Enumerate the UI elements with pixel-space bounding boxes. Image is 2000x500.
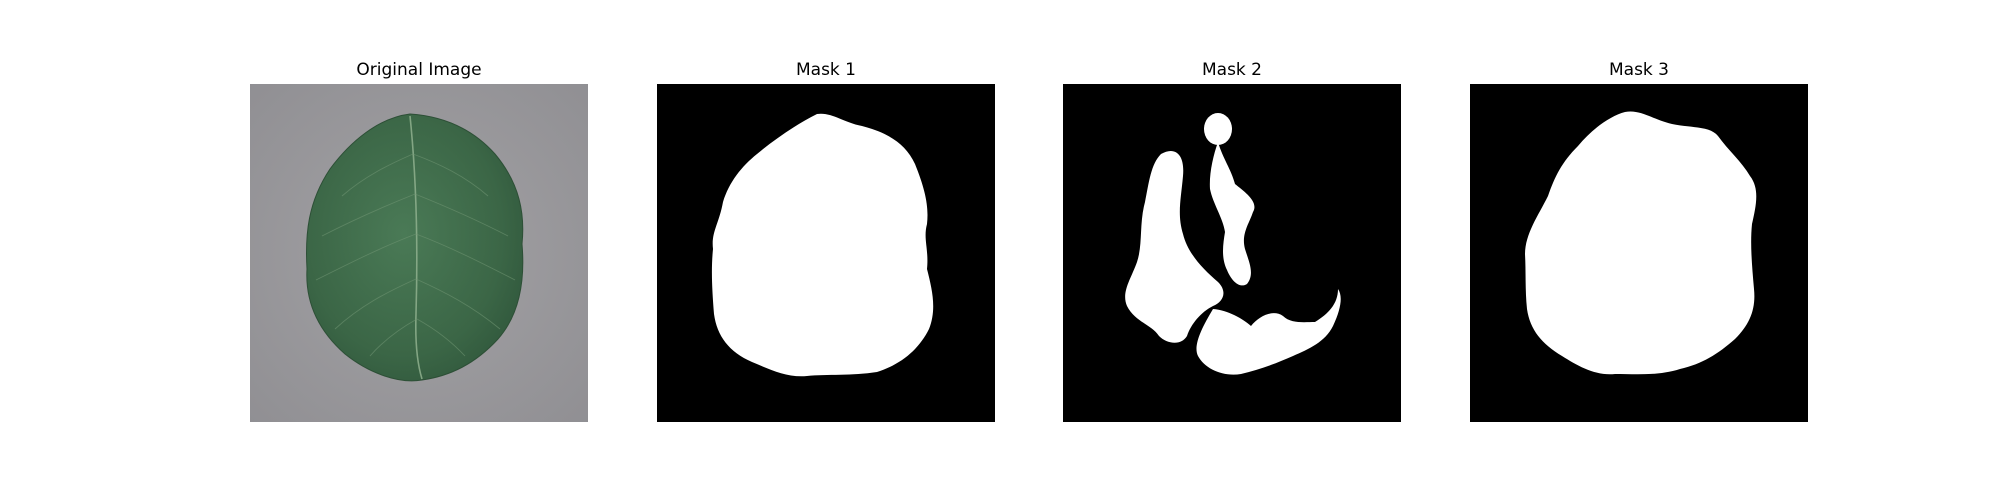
mask-2-regions [1125,113,1341,375]
mask-3-image [1470,84,1808,422]
leaf-shape [305,113,524,382]
panel-mask-3: Mask 3 [1470,0,1808,500]
panel-original-image: Original Image [250,0,588,500]
panel-mask-1: Mask 1 [657,0,995,500]
mask-1-region [711,113,934,377]
panel-title: Mask 2 [1201,60,1262,80]
mask-3-region [1525,111,1757,375]
panel-mask-2: Mask 2 [1063,0,1401,500]
original-leaf-photo [250,84,588,422]
leaf-veins [315,153,516,357]
panel-title: Mask 1 [795,60,856,80]
leaf-midrib [409,115,423,380]
mask-2-image [1063,84,1401,422]
panel-title: Mask 3 [1608,60,1669,80]
panel-title: Original Image [356,60,482,80]
mask-1-image [657,84,995,422]
